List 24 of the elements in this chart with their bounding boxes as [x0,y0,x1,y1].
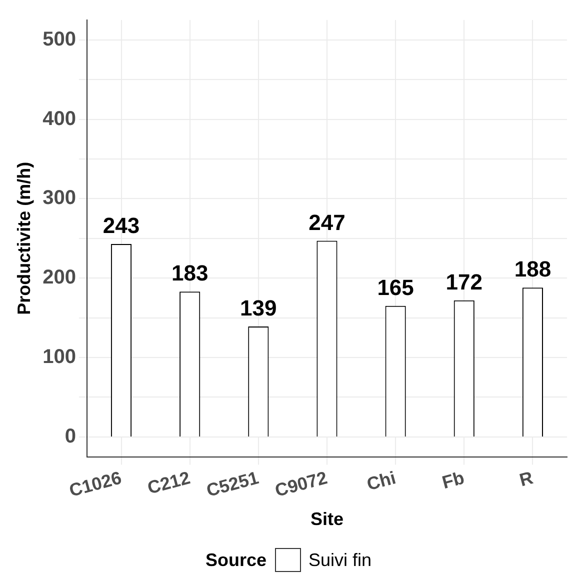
data-label: 243 [102,213,140,238]
x-tick-label: C5251 [204,468,261,501]
data-label: 165 [377,274,414,300]
data-label: 172 [446,269,482,294]
y-axis-title: Productivite (m/h) [14,162,34,315]
data-label: 183 [171,260,208,286]
x-tick-label: Chi [364,468,398,494]
y-tick-label: 400 [42,108,76,130]
data-label: 188 [514,256,552,282]
legend-title: Source [205,550,266,570]
y-tick-label: 100 [42,346,76,368]
y-tick-label: 200 [42,266,76,289]
x-tick-label: C9072 [272,468,330,501]
y-tick-label: 300 [42,187,76,210]
x-tick-label: C1026 [67,468,124,501]
x-axis-title: Site [310,509,344,530]
text: Suivi fin [308,550,372,570]
y-tick-label: 0 [64,425,76,448]
x-tick-label: Fb [440,468,466,493]
y-tick-label: 500 [42,28,76,50]
data-label: 139 [240,296,277,321]
x-tick-label: R [517,468,536,490]
data-label: 247 [308,210,346,235]
x-tick-label: C212 [145,468,192,498]
